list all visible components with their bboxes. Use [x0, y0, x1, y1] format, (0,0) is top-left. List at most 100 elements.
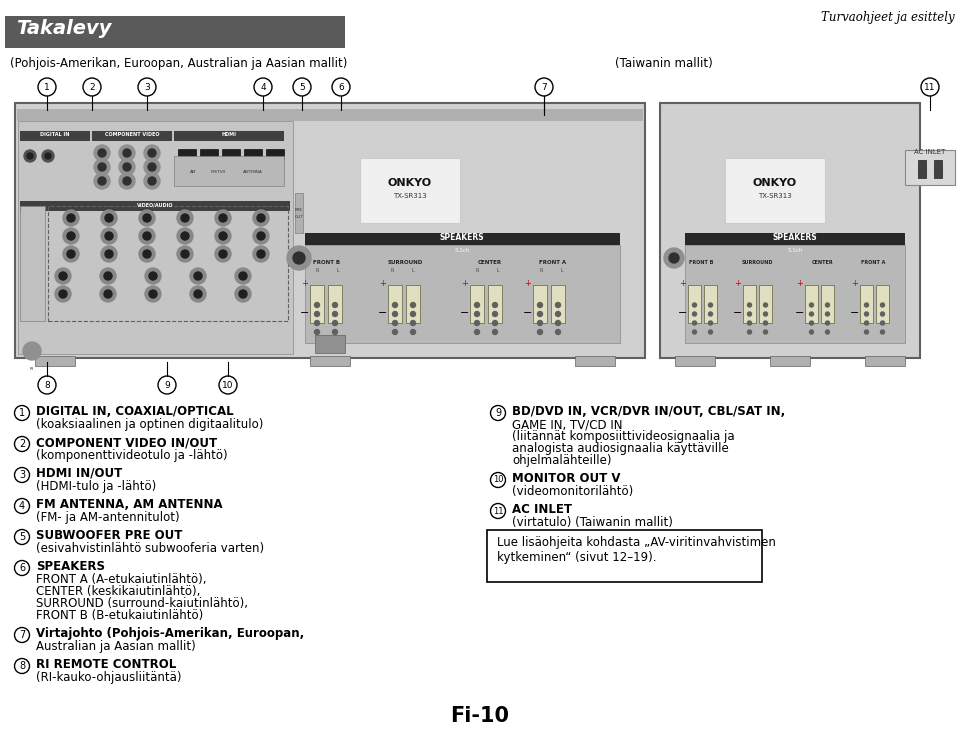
- Circle shape: [194, 272, 202, 280]
- Bar: [35, 356, 75, 366]
- Circle shape: [865, 312, 869, 316]
- Bar: [905, 150, 955, 185]
- Bar: [533, 285, 547, 323]
- Text: (videomonitorilähtö): (videomonitorilähtö): [512, 485, 634, 498]
- Text: 5.1ch: 5.1ch: [787, 247, 803, 252]
- Bar: [860, 285, 873, 323]
- Bar: [865, 356, 905, 366]
- Circle shape: [556, 311, 561, 316]
- Circle shape: [148, 177, 156, 185]
- Circle shape: [253, 210, 269, 226]
- Bar: [92, 131, 172, 141]
- Circle shape: [123, 163, 131, 171]
- Circle shape: [190, 286, 206, 302]
- Circle shape: [257, 250, 265, 258]
- Circle shape: [763, 321, 767, 325]
- Text: 4: 4: [260, 82, 266, 91]
- Text: BD/DVD IN, VCR/DVR IN/OUT, CBL/SAT IN,: BD/DVD IN, VCR/DVR IN/OUT, CBL/SAT IN,: [512, 405, 785, 418]
- Bar: [805, 285, 818, 323]
- Circle shape: [411, 311, 416, 316]
- Circle shape: [145, 268, 161, 284]
- Circle shape: [393, 330, 397, 334]
- Circle shape: [492, 330, 497, 334]
- Text: L: L: [561, 269, 564, 274]
- Text: RI REMOTE CONTROL: RI REMOTE CONTROL: [36, 658, 177, 671]
- Text: R: R: [475, 269, 479, 274]
- Circle shape: [145, 286, 161, 302]
- Circle shape: [119, 159, 135, 175]
- Circle shape: [94, 145, 110, 161]
- Circle shape: [63, 246, 79, 262]
- Text: SUBWOOFER PRE OUT: SUBWOOFER PRE OUT: [36, 529, 182, 542]
- Circle shape: [215, 210, 231, 226]
- Text: +: +: [524, 278, 532, 288]
- Bar: [5, 16, 345, 48]
- Circle shape: [59, 272, 67, 280]
- Circle shape: [556, 302, 561, 308]
- Text: DIGITAL IN, COAXIAL/OPTICAL: DIGITAL IN, COAXIAL/OPTICAL: [36, 405, 233, 418]
- Text: 3: 3: [144, 82, 150, 91]
- Text: CENTER: CENTER: [812, 261, 834, 266]
- Bar: [305, 245, 620, 343]
- Text: FRONT A: FRONT A: [861, 261, 885, 266]
- Circle shape: [94, 159, 110, 175]
- Circle shape: [809, 312, 813, 316]
- Circle shape: [315, 311, 320, 316]
- Circle shape: [98, 163, 106, 171]
- Bar: [174, 131, 284, 141]
- Bar: [375, 247, 550, 255]
- Text: 9: 9: [495, 408, 501, 418]
- Circle shape: [177, 228, 193, 244]
- Text: Lue lisäohjeita kohdasta „AV-viritinvahvistimen
kytkeminen“ (sivut 12–19).: Lue lisäohjeita kohdasta „AV-viritinvahv…: [497, 536, 776, 564]
- Circle shape: [119, 145, 135, 161]
- Text: 3: 3: [19, 470, 25, 480]
- Text: +: +: [852, 278, 858, 288]
- Text: 5.1ch: 5.1ch: [454, 247, 469, 252]
- Bar: [725, 158, 825, 223]
- Text: 7: 7: [19, 630, 25, 640]
- Text: OUT: OUT: [295, 215, 303, 219]
- Text: 11: 11: [492, 506, 503, 515]
- Text: SPEAKERS: SPEAKERS: [36, 560, 105, 573]
- Bar: [244, 149, 262, 159]
- Circle shape: [826, 312, 829, 316]
- Circle shape: [474, 330, 479, 334]
- Circle shape: [98, 177, 106, 185]
- Circle shape: [55, 286, 71, 302]
- Text: 1: 1: [19, 408, 25, 418]
- Circle shape: [94, 173, 110, 189]
- Text: COMPONENT VIDEO: COMPONENT VIDEO: [105, 132, 159, 138]
- Bar: [876, 285, 889, 323]
- Circle shape: [253, 228, 269, 244]
- Text: +: +: [797, 278, 804, 288]
- Circle shape: [257, 232, 265, 240]
- Circle shape: [29, 250, 37, 258]
- Bar: [759, 285, 772, 323]
- Bar: [551, 285, 565, 323]
- Circle shape: [101, 246, 117, 262]
- Circle shape: [67, 250, 75, 258]
- Circle shape: [239, 290, 247, 298]
- Circle shape: [67, 214, 75, 222]
- Bar: [688, 285, 701, 323]
- Circle shape: [492, 311, 497, 316]
- Text: VIDEO/AUDIO: VIDEO/AUDIO: [136, 202, 173, 208]
- Text: (FM- ja AM-antennitulot): (FM- ja AM-antennitulot): [36, 511, 180, 524]
- Circle shape: [880, 312, 884, 316]
- Circle shape: [332, 302, 338, 308]
- Circle shape: [27, 153, 33, 159]
- Circle shape: [59, 290, 67, 298]
- Circle shape: [149, 290, 157, 298]
- Circle shape: [119, 173, 135, 189]
- Circle shape: [139, 228, 155, 244]
- Circle shape: [98, 149, 106, 157]
- Text: Virtajohto (Pohjois-Amerikan, Euroopan,: Virtajohto (Pohjois-Amerikan, Euroopan,: [36, 627, 304, 640]
- Text: 2: 2: [89, 82, 95, 91]
- Circle shape: [181, 250, 189, 258]
- Text: 6: 6: [338, 82, 344, 91]
- Text: DIGITAL IN: DIGITAL IN: [40, 132, 70, 138]
- Text: L: L: [337, 269, 340, 274]
- Text: PRE: PRE: [295, 208, 303, 212]
- Circle shape: [257, 214, 265, 222]
- Bar: [360, 158, 460, 223]
